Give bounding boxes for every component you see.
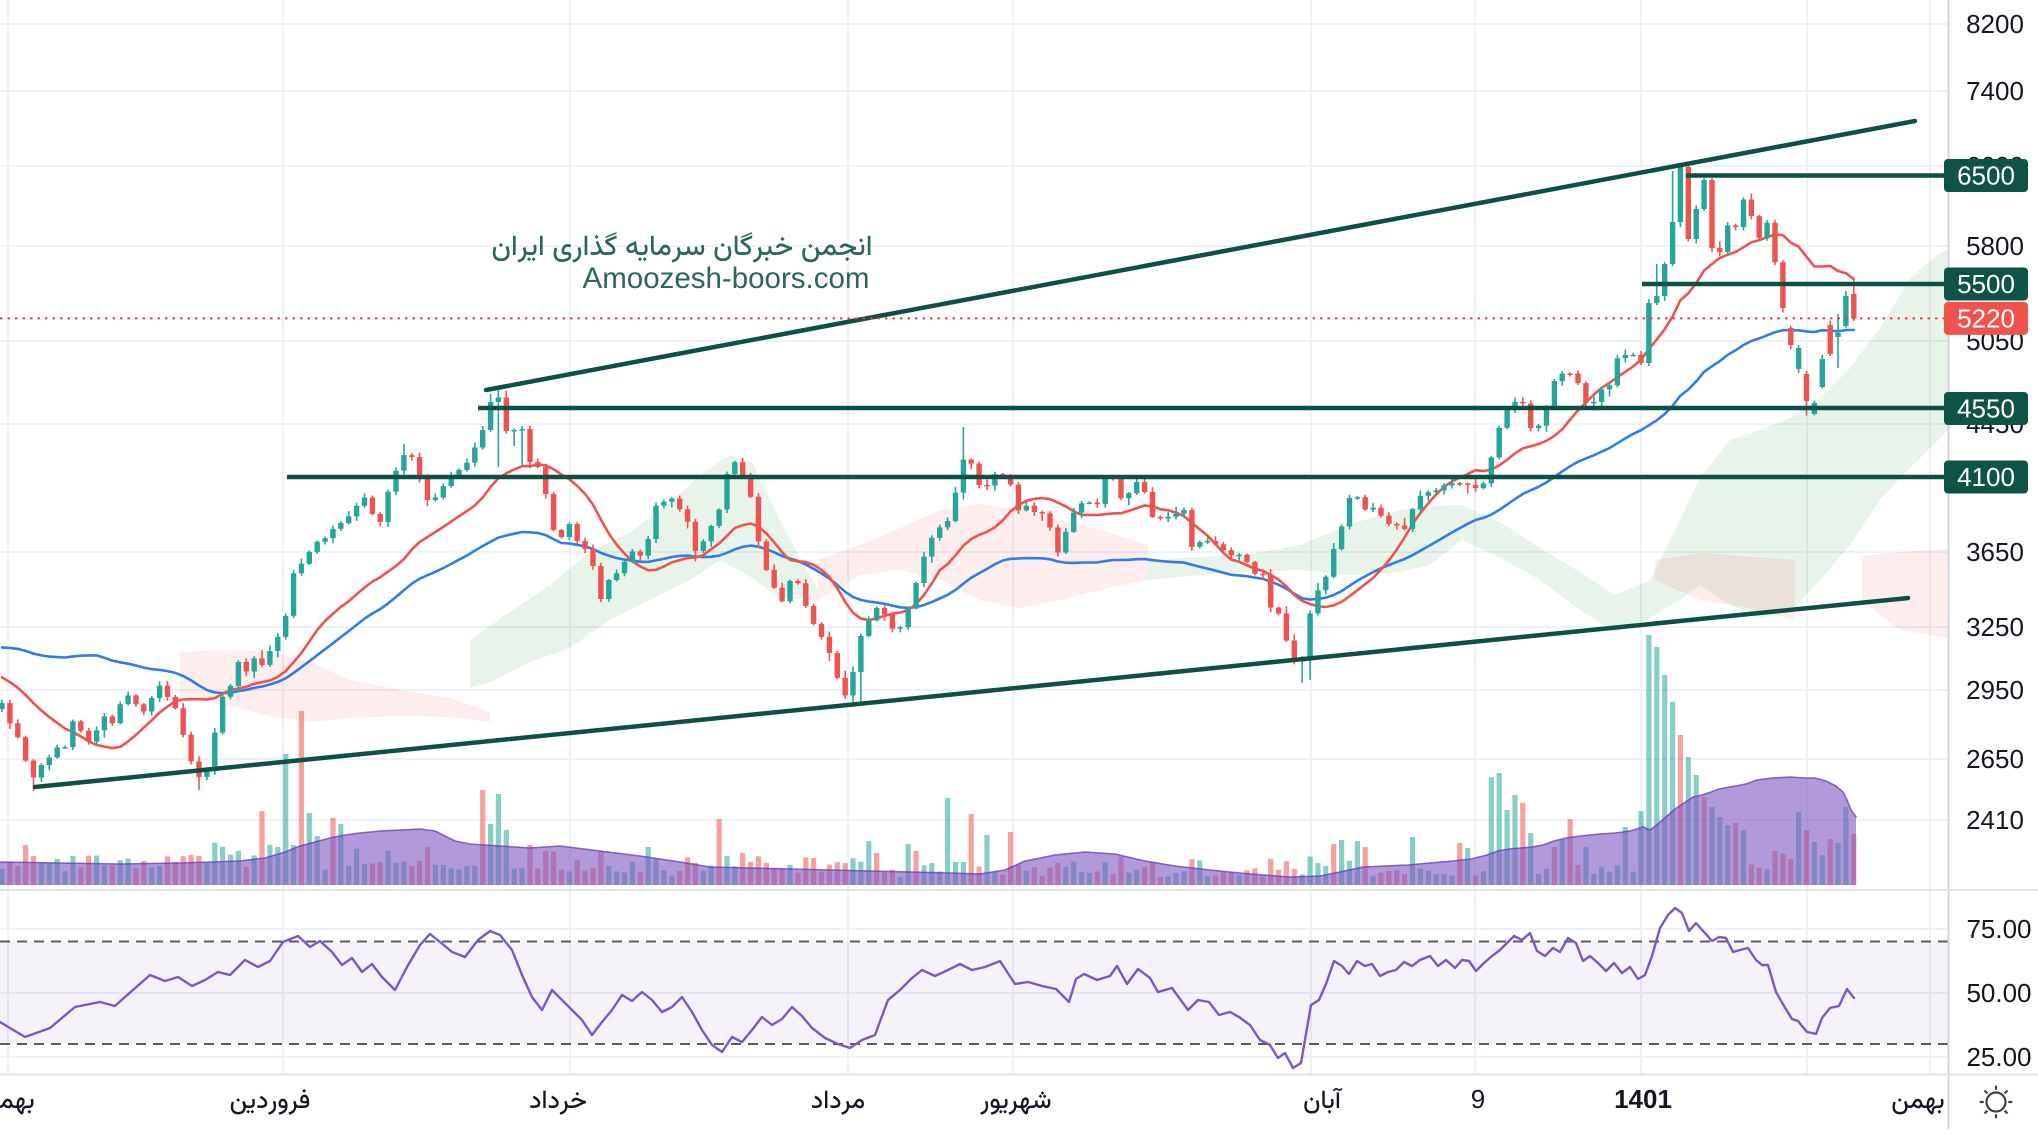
svg-text:7400: 7400: [1966, 76, 2024, 106]
svg-text:3250: 3250: [1966, 612, 2024, 642]
svg-text:5500: 5500: [1957, 269, 2015, 299]
svg-text:2410: 2410: [1966, 805, 2024, 835]
svg-text:2650: 2650: [1966, 744, 2024, 774]
svg-text:4100: 4100: [1957, 462, 2015, 492]
svg-text:1401: 1401: [1614, 1084, 1672, 1114]
svg-text:5220: 5220: [1957, 303, 2015, 333]
svg-text:5800: 5800: [1966, 231, 2024, 261]
svg-text:Amoozesh-boors.com: Amoozesh-boors.com: [583, 262, 870, 295]
svg-text:25.00: 25.00: [1966, 1042, 2031, 1072]
svg-text:4550: 4550: [1957, 394, 2015, 424]
svg-text:2950: 2950: [1966, 675, 2024, 705]
svg-text:75.00: 75.00: [1966, 914, 2031, 944]
svg-text:50.00: 50.00: [1966, 978, 2031, 1008]
svg-text:9: 9: [1471, 1084, 1485, 1114]
svg-text:8200: 8200: [1966, 9, 2024, 39]
svg-text:6500: 6500: [1957, 161, 2015, 191]
svg-text:3650: 3650: [1966, 537, 2024, 567]
